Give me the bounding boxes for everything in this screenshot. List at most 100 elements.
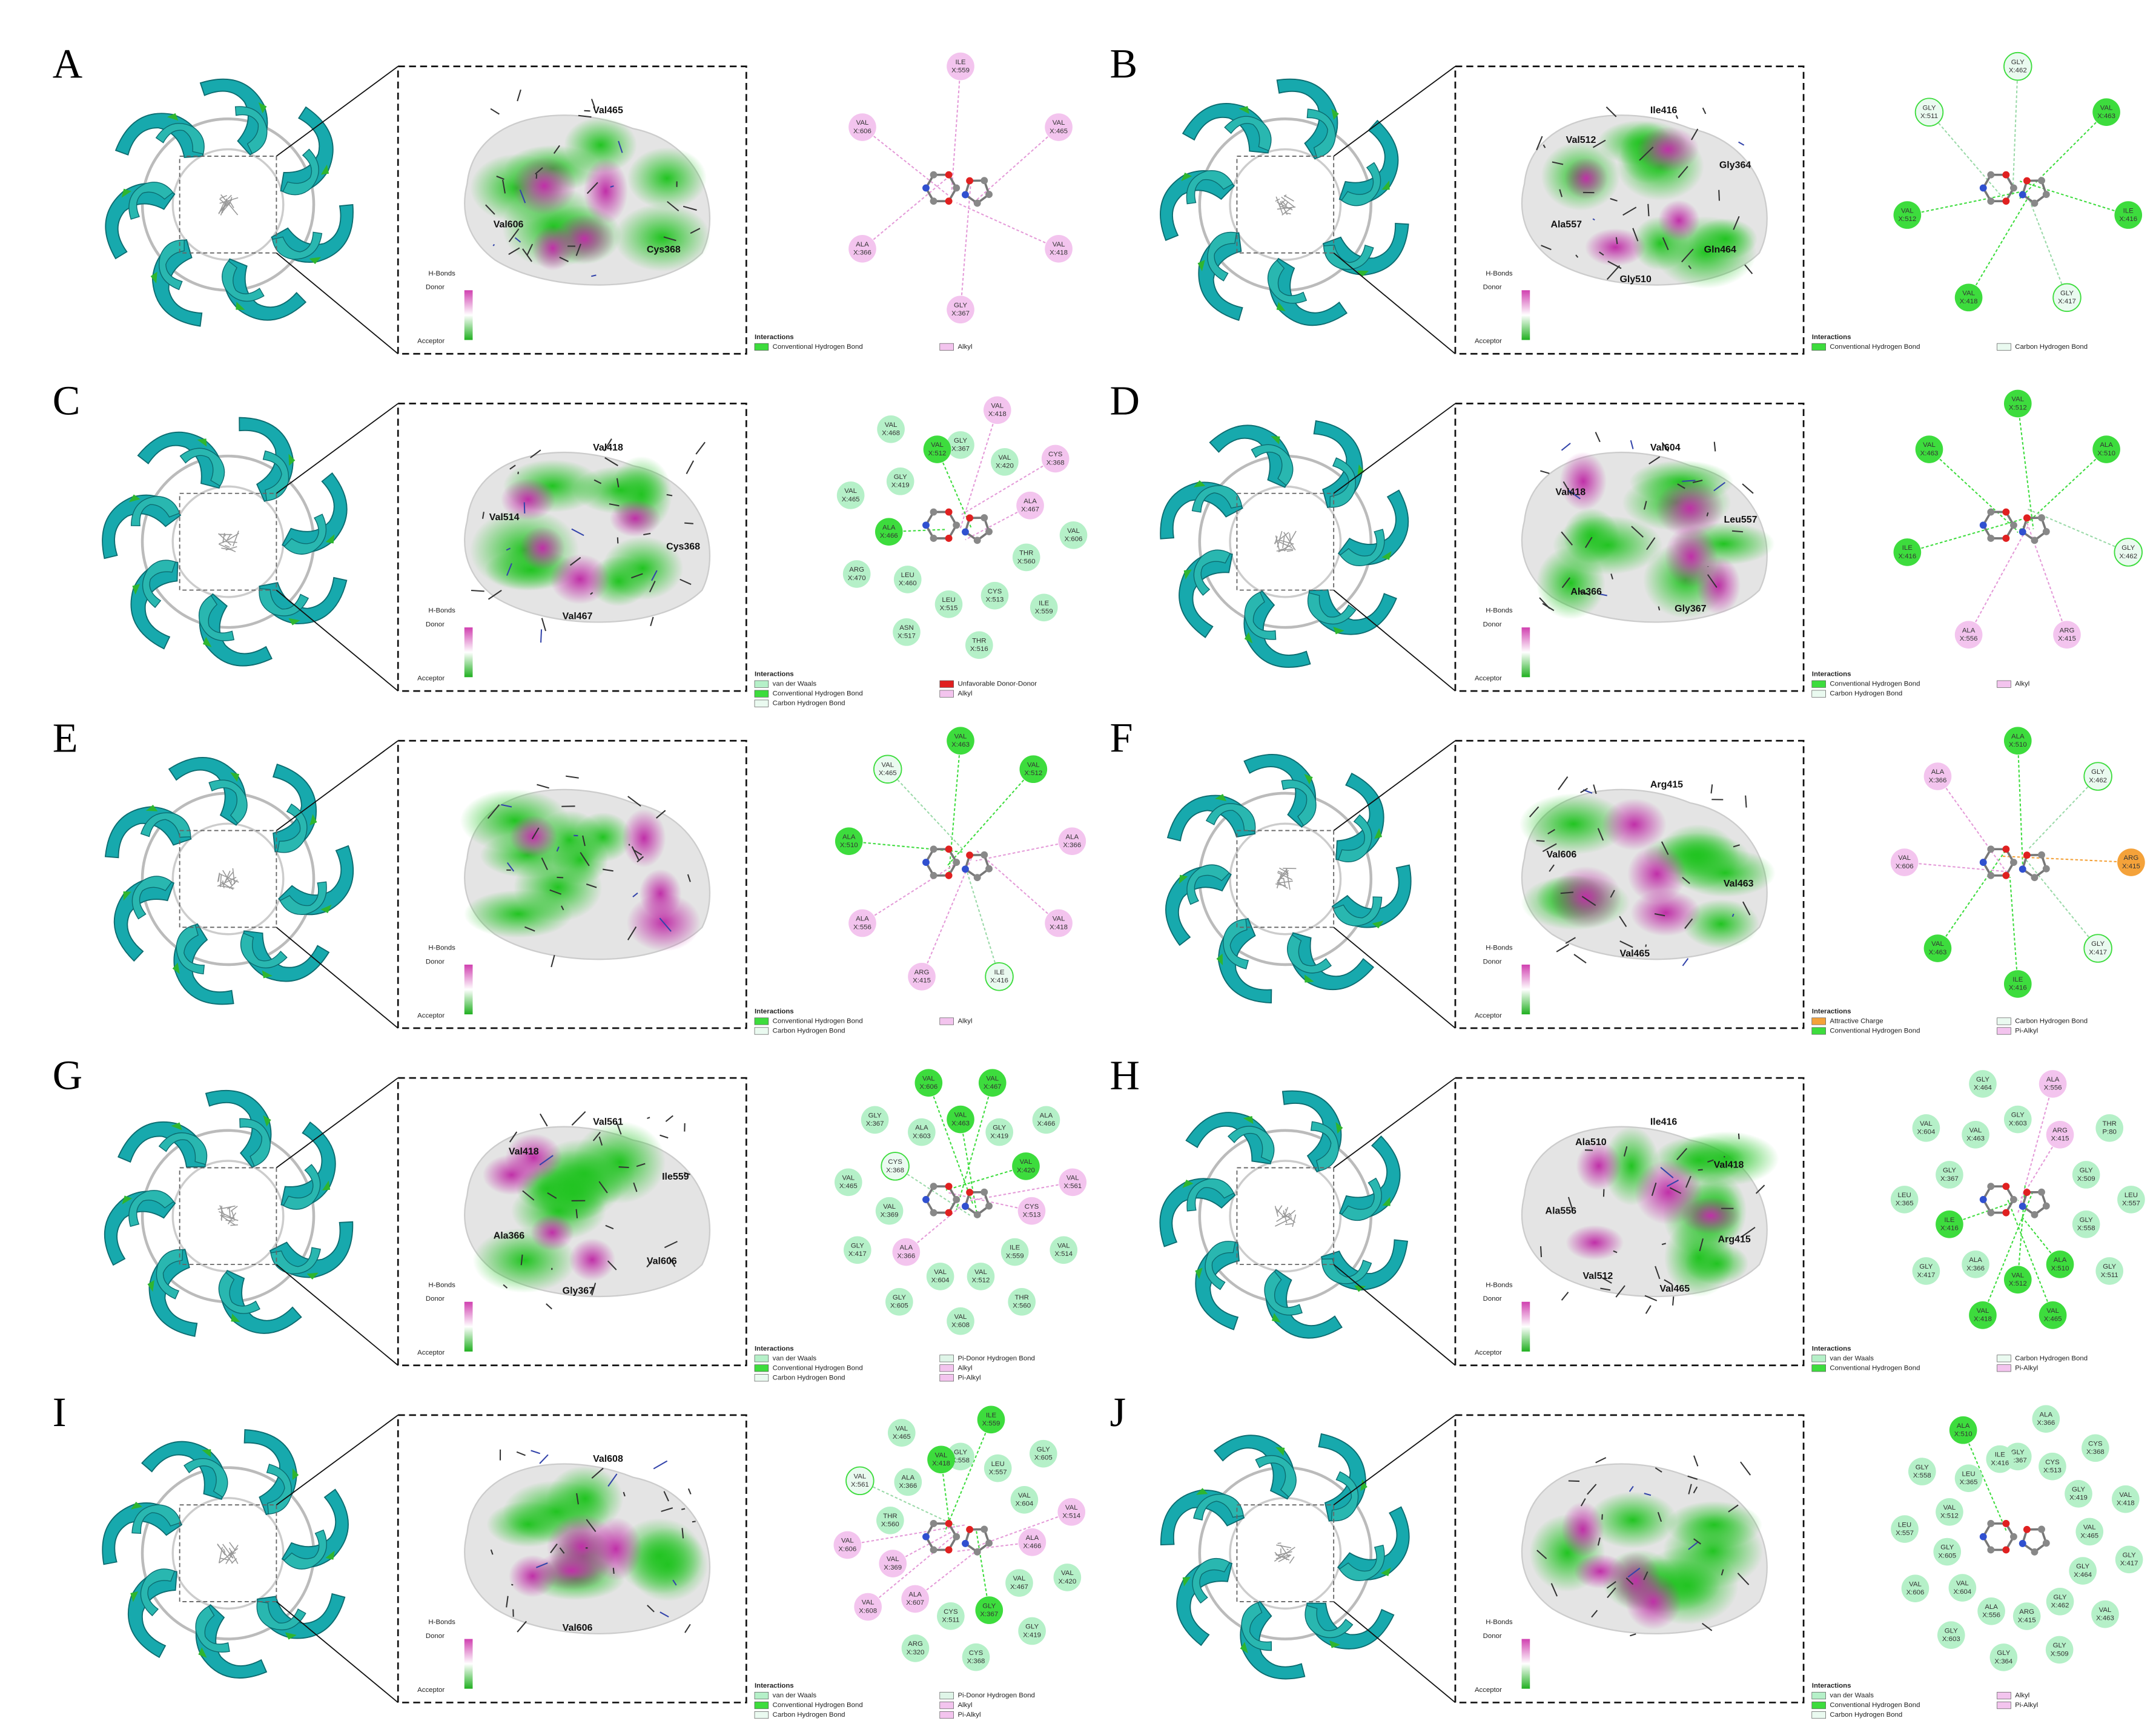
residue-disc <box>947 296 974 324</box>
legend-text: Carbon Hydrogen Bond <box>2015 1018 2088 1025</box>
residue-name: ALA <box>1040 1112 1053 1120</box>
panel-letter: I <box>53 1389 67 1435</box>
surface-magenta <box>482 1154 541 1195</box>
residue-name: VAL <box>1923 441 1936 449</box>
surface-magenta <box>1559 452 1607 511</box>
blade <box>1193 1493 1244 1521</box>
interaction-line <box>859 1480 958 1527</box>
residue-disc <box>1053 1564 1082 1591</box>
blade <box>1255 1455 1297 1498</box>
blade <box>1323 244 1374 270</box>
interaction-line <box>2017 741 2023 867</box>
legend-text: Carbon Hydrogen Bond <box>773 700 845 707</box>
residue-stick <box>1607 1587 1616 1599</box>
residue-stick <box>684 1623 691 1633</box>
residue-stick <box>1630 440 1634 449</box>
residue-stick <box>661 1507 673 1512</box>
residue-disc <box>1914 97 1944 127</box>
blade <box>1338 1544 1385 1581</box>
surface-magenta <box>1655 479 1724 538</box>
residue-disc <box>2003 389 2032 418</box>
residue-stick <box>1737 1573 1750 1585</box>
residue-stick <box>553 145 560 154</box>
zoom-box <box>179 1167 277 1266</box>
residue-id: X:418 <box>1960 298 1978 305</box>
interaction-line <box>2016 449 2107 533</box>
residue-id: X:368 <box>1047 459 1065 466</box>
residue-disc <box>886 467 914 495</box>
ligand-stick <box>233 530 239 547</box>
residue-label-3d: Val465 <box>1659 1284 1690 1294</box>
dashed-box <box>1454 1077 1805 1367</box>
residue-disc <box>2092 98 2120 127</box>
residue-name: ALA <box>2040 1411 2053 1418</box>
residue-name: GLY <box>1916 1464 1929 1471</box>
hbond-acceptor: Acceptor <box>417 338 445 345</box>
residue-name: GLY <box>2091 768 2105 776</box>
protein-ring <box>1159 1090 1409 1339</box>
residue-name: GLY <box>2072 1486 2085 1493</box>
residue-id: X:605 <box>890 1303 908 1310</box>
residue-name: ILE <box>1039 599 1050 607</box>
residue-stick <box>1565 937 1576 944</box>
legend-text: Alkyl <box>957 1702 972 1709</box>
legend-swatch <box>939 1711 954 1719</box>
legend-title: Interactions <box>755 1008 794 1016</box>
residue-name: THR <box>1014 1294 1028 1301</box>
residue-disc <box>1045 909 1073 937</box>
residue-stick <box>539 1155 554 1166</box>
residue-stick <box>663 1491 669 1502</box>
zoom-box <box>179 830 277 928</box>
residue-name: VAL <box>1067 527 1080 535</box>
atom <box>930 171 937 179</box>
residue-name: VAL <box>887 1556 899 1563</box>
residue-id: X:558 <box>951 1457 970 1464</box>
residue-label-3d: Val465 <box>593 105 623 116</box>
residue-stick <box>1549 864 1555 872</box>
residue-stick <box>668 1257 676 1267</box>
surface-magenta <box>1584 228 1646 266</box>
blade-tip <box>1380 1567 1391 1576</box>
residue-stick <box>1615 237 1618 245</box>
ligand-stick <box>1278 1554 1292 1562</box>
residue-id: P:80 <box>2102 1129 2116 1136</box>
residue-stick <box>1713 481 1726 492</box>
legend-text: Alkyl <box>957 1018 972 1025</box>
residue-name: ILE <box>955 59 966 66</box>
residue-name: GLY <box>1940 1544 1954 1551</box>
residue-id: X:557 <box>1896 1530 1914 1537</box>
blade <box>159 239 185 291</box>
residue-name: VAL <box>854 1473 867 1480</box>
blade <box>282 148 319 196</box>
interaction-line <box>862 177 948 249</box>
atom <box>945 845 953 853</box>
residue-disc <box>893 566 922 593</box>
hbond-scale <box>1521 1639 1530 1689</box>
residue-id: X:418 <box>1974 1316 1992 1323</box>
legend-title: Interactions <box>1812 671 1851 678</box>
residue-name: VAL <box>1931 940 1944 948</box>
ligand-stick <box>224 544 230 548</box>
residue-disc <box>1969 1070 1997 1098</box>
residue-stick <box>1706 512 1709 517</box>
hbond-donor: Donor <box>426 1295 445 1303</box>
residue-name: LEU <box>901 572 914 579</box>
blade-tip <box>1275 1447 1285 1456</box>
residue-disc <box>980 581 1009 610</box>
legend-text: Unfavorable Donor-Donor <box>957 681 1037 688</box>
residue-stick <box>508 247 520 255</box>
residue-disc <box>1050 1236 1078 1264</box>
blade-tip <box>130 1502 142 1510</box>
residue-disc <box>861 1106 889 1134</box>
residue-name: GLY <box>2080 1167 2093 1174</box>
residue-stick <box>1693 1538 1701 1545</box>
blade-tip <box>309 814 317 826</box>
residue-stick <box>487 804 500 819</box>
residue-name: GLY <box>2121 544 2135 552</box>
residue-id: X:561 <box>1063 1183 1082 1190</box>
residue-stick <box>517 89 521 102</box>
residue-disc <box>2083 762 2112 791</box>
residue-id: X:420 <box>1058 1578 1076 1585</box>
residue-stick <box>514 237 521 243</box>
blade <box>1192 1558 1231 1604</box>
